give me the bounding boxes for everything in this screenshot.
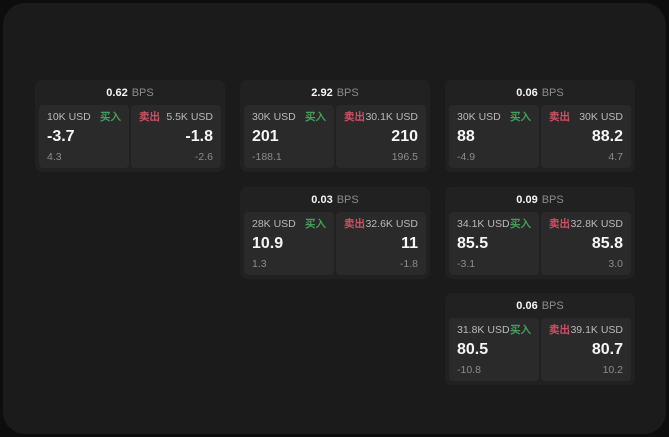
bps-value: 0.03 [311,193,333,206]
sell-label: 卖出 [549,218,570,230]
buy-amount: 30K USD [457,112,501,123]
bps-unit-label: BPS [336,86,359,99]
sell-panel[interactable]: 卖出 5.5K USD -1.8 -2.6 [131,105,221,168]
sell-price: 85.8 [591,235,623,252]
app-window: 0.62 BPS 10K USD 买入 -3.7 4.3 卖出 5.5K USD… [3,3,666,434]
bps-unit-label: BPS [541,86,564,99]
buy-panel[interactable]: 34.1K USD 买入 85.5 -3.1 [449,212,539,275]
buy-price: 88 [457,128,475,145]
buy-label: 买入 [100,111,121,123]
buy-price: 80.5 [457,341,489,358]
buy-price: 85.5 [457,235,489,252]
buy-delta: -10.8 [457,363,481,376]
buy-price: -3.7 [47,128,75,145]
bps-header: 0.06 BPS [445,293,635,318]
buy-delta: -3.1 [457,257,476,270]
sell-delta: -1.8 [399,257,418,270]
sell-price: 11 [401,235,418,252]
buy-amount: 34.1K USD [457,219,510,230]
buy-price: 201 [252,128,279,145]
buy-label: 买入 [305,111,326,123]
bps-unit-label: BPS [541,193,564,206]
buy-panel[interactable]: 31.8K USD 买入 80.5 -10.8 [449,318,539,381]
sell-label: 卖出 [139,111,160,123]
buy-delta: -188.1 [252,150,282,163]
sell-amount: 30.1K USD [365,112,418,123]
buy-delta: 1.3 [252,257,267,270]
sell-panel[interactable]: 卖出 30K USD 88.2 4.7 [541,105,631,168]
sell-label: 卖出 [549,324,570,336]
sell-price: 80.7 [591,341,623,358]
buy-panel[interactable]: 30K USD 买入 201 -188.1 [244,105,334,168]
sell-price: -1.8 [185,128,213,145]
buy-amount: 28K USD [252,219,296,230]
buy-price: 10.9 [252,235,284,252]
bps-value: 0.62 [106,86,128,99]
buy-amount: 30K USD [252,112,296,123]
buy-label: 买入 [510,111,531,123]
sell-delta: -2.6 [194,150,213,163]
bps-header: 2.92 BPS [240,80,430,105]
bps-unit-label: BPS [131,86,154,99]
quote-card-1[interactable]: 0.62 BPS 10K USD 买入 -3.7 4.3 卖出 5.5K USD… [35,80,225,172]
sell-amount: 39.1K USD [570,325,623,336]
bps-header: 0.03 BPS [240,187,430,212]
quote-card-2[interactable]: 2.92 BPS 30K USD 买入 201 -188.1 卖出 30.1K … [240,80,430,172]
buy-delta: -4.9 [457,150,476,163]
sell-price: 210 [391,128,418,145]
sell-panel[interactable]: 卖出 39.1K USD 80.7 10.2 [541,318,631,381]
bps-value: 0.06 [516,86,538,99]
sell-delta: 3.0 [608,257,623,270]
quote-card-4[interactable]: 0.03 BPS 28K USD 买入 10.9 1.3 卖出 32.6K US… [240,187,430,279]
sell-delta: 10.2 [602,363,623,376]
bps-header: 0.62 BPS [35,80,225,105]
buy-amount: 10K USD [47,112,91,123]
sell-amount: 32.6K USD [365,219,418,230]
buy-panel[interactable]: 10K USD 买入 -3.7 4.3 [39,105,129,168]
bps-value: 0.06 [516,299,538,312]
quote-card-6[interactable]: 0.06 BPS 31.8K USD 买入 80.5 -10.8 卖出 39.1… [445,293,635,385]
sell-label: 卖出 [344,218,365,230]
buy-amount: 31.8K USD [457,325,510,336]
sell-delta: 4.7 [608,150,623,163]
buy-panel[interactable]: 30K USD 买入 88 -4.9 [449,105,539,168]
buy-delta: 4.3 [47,150,62,163]
sell-amount: 32.8K USD [570,219,623,230]
bps-header: 0.06 BPS [445,80,635,105]
sell-delta: 196.5 [391,150,418,163]
buy-panel[interactable]: 28K USD 买入 10.9 1.3 [244,212,334,275]
bps-value: 0.09 [516,193,538,206]
sell-amount: 30K USD [579,112,623,123]
bps-header: 0.09 BPS [445,187,635,212]
sell-label: 卖出 [344,111,365,123]
bps-unit-label: BPS [541,299,564,312]
buy-label: 买入 [305,218,326,230]
sell-price: 88.2 [591,128,623,145]
quote-card-3[interactable]: 0.06 BPS 30K USD 买入 88 -4.9 卖出 30K USD 8… [445,80,635,172]
sell-panel[interactable]: 卖出 32.6K USD 11 -1.8 [336,212,426,275]
bps-value: 2.92 [311,86,333,99]
buy-label: 买入 [510,218,531,230]
sell-panel[interactable]: 卖出 30.1K USD 210 196.5 [336,105,426,168]
buy-label: 买入 [510,324,531,336]
sell-label: 卖出 [549,111,570,123]
sell-amount: 5.5K USD [166,112,213,123]
quote-card-5[interactable]: 0.09 BPS 34.1K USD 买入 85.5 -3.1 卖出 32.8K… [445,187,635,279]
bps-unit-label: BPS [336,193,359,206]
sell-panel[interactable]: 卖出 32.8K USD 85.8 3.0 [541,212,631,275]
